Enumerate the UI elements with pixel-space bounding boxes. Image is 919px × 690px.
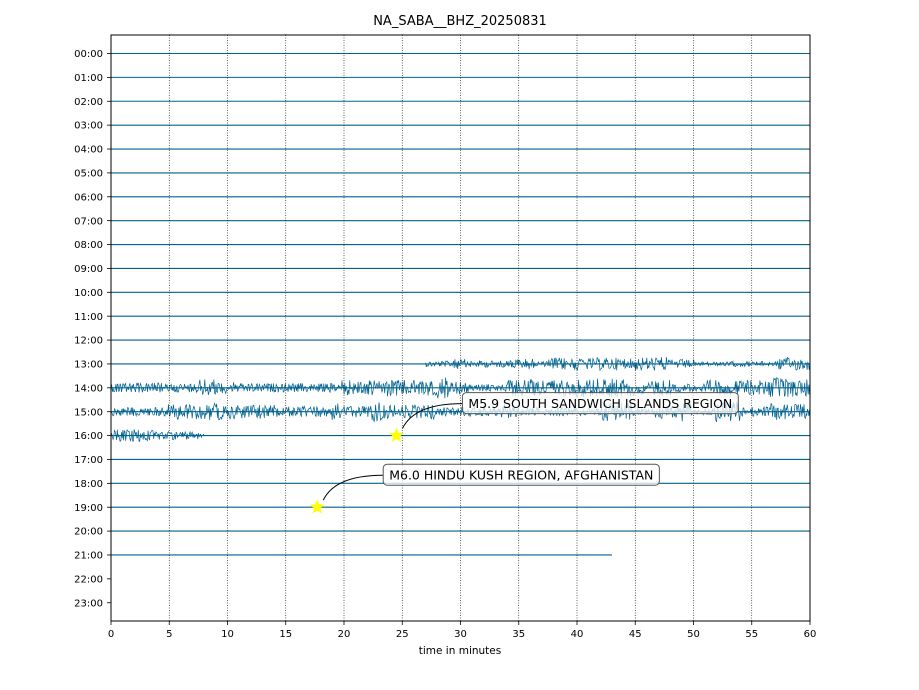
y-tick-label-07:00: 07:00 <box>74 216 103 227</box>
event-label: M5.9 SOUTH SANDWICH ISLANDS REGION <box>468 396 732 411</box>
x-tick-label-35: 35 <box>512 629 525 640</box>
y-tick-label-17:00: 17:00 <box>74 455 103 466</box>
y-tick-label-13:00: 13:00 <box>74 360 103 371</box>
x-tick-label-40: 40 <box>571 629 584 640</box>
event-1: M5.9 SOUTH SANDWICH ISLANDS REGION <box>388 392 739 443</box>
y-axis: 00:00 01:00 02:00 03:00 04:00 05:00 06:00 07:00… <box>74 49 111 609</box>
x-tick-label-50: 50 <box>687 629 700 640</box>
chart-title: NA_SABA__BHZ_20250831 <box>373 14 547 29</box>
y-tick-label-20:00: 20:00 <box>74 527 103 538</box>
y-tick-label-21:00: 21:00 <box>74 551 103 562</box>
y-tick-label-03:00: 03:00 <box>74 121 103 132</box>
x-tick-label-15: 15 <box>279 629 292 640</box>
y-tick-label-11:00: 11:00 <box>74 312 103 323</box>
y-tick-label-06:00: 06:00 <box>74 192 103 203</box>
y-tick-label-02:00: 02:00 <box>74 97 103 108</box>
x-tick-label-0: 0 <box>108 629 114 640</box>
y-tick-label-15:00: 15:00 <box>74 407 103 418</box>
event-connector <box>322 474 384 501</box>
event-label: M6.0 HINDU KUSH REGION, AFGHANISTAN <box>389 468 653 483</box>
event-annotations: M5.9 SOUTH SANDWICH ISLANDS REGION M6.0 H… <box>309 392 739 514</box>
y-tick-label-19:00: 19:00 <box>74 503 103 514</box>
event-2: M6.0 HINDU KUSH REGION, AFGHANISTAN <box>309 463 660 514</box>
x-axis: 0 5 10 15 20 25 30 35 40 45 50 55 60 <box>108 621 817 640</box>
y-tick-label-16:00: 16:00 <box>74 431 103 442</box>
y-tick-label-09:00: 09:00 <box>74 264 103 275</box>
event-label-box <box>461 392 739 415</box>
trace-activity-16:00 <box>110 429 205 443</box>
x-tick-label-20: 20 <box>338 629 351 640</box>
y-tick-label-04:00: 04:00 <box>74 145 103 156</box>
x-tick-label-25: 25 <box>396 629 409 640</box>
y-tick-label-18:00: 18:00 <box>74 479 103 490</box>
x-tick-label-55: 55 <box>745 629 758 640</box>
plot-frame <box>110 34 811 622</box>
event-star-icon <box>309 499 325 514</box>
event-label-box <box>382 463 660 486</box>
y-tick-label-12:00: 12:00 <box>74 336 103 347</box>
trace-activity-13:00 <box>425 356 811 372</box>
y-tick-label-22:00: 22:00 <box>74 574 103 585</box>
grid-group <box>168 35 753 621</box>
event-connector <box>401 403 463 429</box>
x-tick-label-60: 60 <box>804 629 817 640</box>
y-tick-label-08:00: 08:00 <box>74 240 103 251</box>
y-tick-label-10:00: 10:00 <box>74 288 103 299</box>
x-tick-label-5: 5 <box>166 629 172 640</box>
y-tick-label-00:00: 00:00 <box>74 49 103 60</box>
x-tick-label-10: 10 <box>221 629 234 640</box>
event-star-icon <box>388 427 404 443</box>
x-tick-label-30: 30 <box>454 629 467 640</box>
y-tick-label-05:00: 05:00 <box>74 169 103 180</box>
y-tick-label-14:00: 14:00 <box>74 383 103 394</box>
x-axis-label: time in minutes <box>419 645 501 657</box>
y-tick-label-23:00: 23:00 <box>74 598 103 609</box>
y-tick-label-01:00: 01:00 <box>74 73 103 84</box>
x-tick-label-45: 45 <box>629 629 642 640</box>
